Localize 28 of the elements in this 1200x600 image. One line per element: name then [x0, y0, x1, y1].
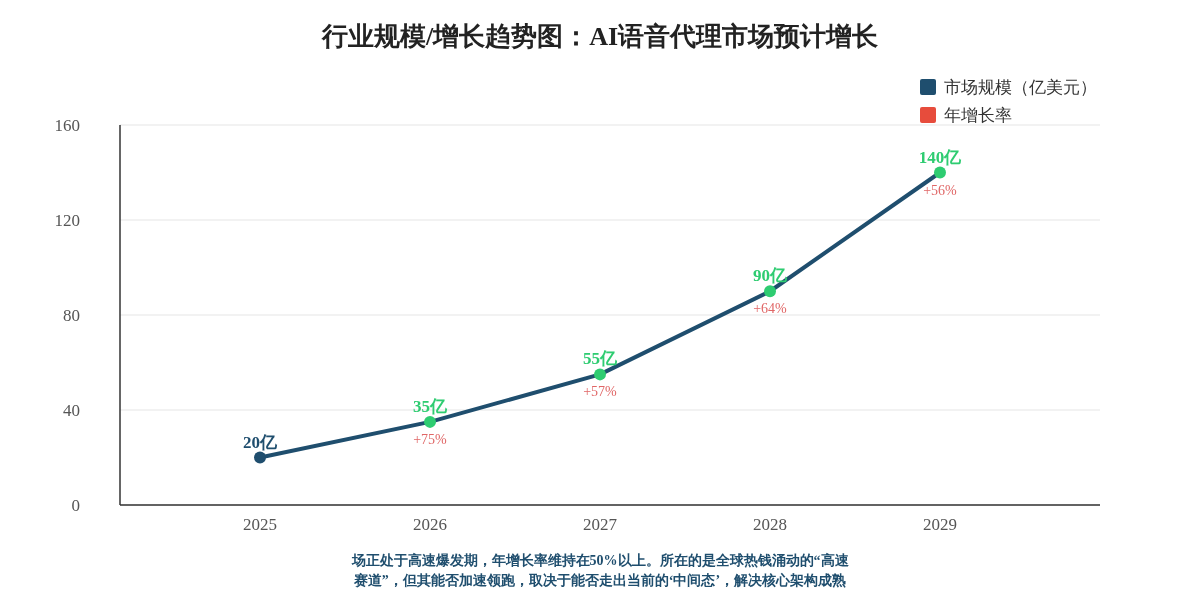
data-label: 20亿	[243, 432, 278, 452]
point	[934, 166, 946, 179]
point	[424, 415, 436, 428]
legend-label: 市场规模（亿美元）	[944, 77, 1097, 97]
annotation: +57%	[583, 384, 618, 400]
x-tick-label: 2025	[243, 515, 277, 534]
text: 场正处于高速爆发期，年增长率维持在50%以上。所在的是全球热钱涌动的“高速赛道”，但其能否加速领跑，取决于能否走出当前的‘中间态’，解决核心架构成熟	[350, 552, 850, 588]
y-tick-label: 40	[63, 400, 80, 420]
y-tick-label: 160	[54, 115, 80, 135]
annotation: +75%	[413, 431, 448, 447]
point	[594, 368, 606, 381]
legend-label: 年增长率	[944, 105, 1012, 125]
data-label: 55亿	[583, 349, 618, 369]
data-label: 140亿	[918, 147, 963, 167]
x-tick-label: 2026	[413, 515, 447, 534]
point	[764, 285, 776, 298]
annotation: +56%	[923, 182, 958, 198]
x-tick-label: 2027	[583, 515, 618, 534]
y-tick-label: 120	[54, 210, 80, 230]
point	[254, 451, 266, 464]
chart-title: 行业规模/增长趋势图：AI语音代理市场预计增长	[320, 22, 879, 51]
x-tick-label: 2028	[753, 515, 787, 534]
annotation: +64%	[753, 301, 788, 317]
y-tick-label: 80	[63, 305, 80, 325]
y-tick-label: 0	[71, 495, 80, 515]
data-label: 90亿	[753, 266, 788, 286]
x-tick-label: 2029	[923, 515, 957, 534]
data-label: 35亿	[413, 396, 448, 416]
